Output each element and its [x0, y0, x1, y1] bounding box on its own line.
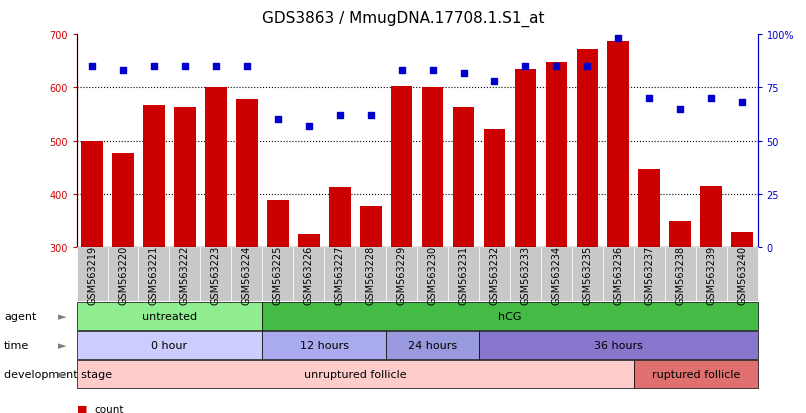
- Point: [272, 117, 285, 123]
- Text: 36 hours: 36 hours: [594, 340, 642, 350]
- Text: GSM563236: GSM563236: [613, 245, 623, 304]
- Point: [333, 113, 346, 119]
- Text: unruptured follicle: unruptured follicle: [304, 369, 406, 379]
- Bar: [205, 88, 226, 248]
- Point: [147, 64, 160, 70]
- Bar: [576, 50, 598, 248]
- Text: GSM563224: GSM563224: [242, 245, 251, 304]
- Text: ■: ■: [77, 412, 87, 413]
- Text: 24 hours: 24 hours: [408, 340, 457, 350]
- Bar: [670, 221, 691, 248]
- Bar: [484, 130, 505, 248]
- Point: [426, 68, 439, 75]
- Text: GSM563238: GSM563238: [675, 245, 685, 304]
- Bar: [391, 87, 413, 248]
- Text: time: time: [4, 340, 29, 350]
- Point: [736, 100, 749, 107]
- Text: GSM563229: GSM563229: [397, 245, 406, 304]
- Point: [210, 64, 222, 70]
- Bar: [453, 108, 475, 248]
- Text: GSM563239: GSM563239: [706, 245, 717, 304]
- Text: ruptured follicle: ruptured follicle: [651, 369, 740, 379]
- Text: ►: ►: [58, 340, 66, 350]
- Text: GSM563222: GSM563222: [180, 245, 190, 304]
- Text: GSM563228: GSM563228: [366, 245, 376, 304]
- Text: GSM563233: GSM563233: [521, 245, 530, 304]
- Text: 12 hours: 12 hours: [300, 340, 349, 350]
- Text: GSM563226: GSM563226: [304, 245, 314, 304]
- Point: [581, 64, 594, 70]
- Point: [85, 64, 98, 70]
- Bar: [422, 88, 443, 248]
- Text: GSM563230: GSM563230: [428, 245, 438, 304]
- Bar: [298, 235, 320, 248]
- Point: [550, 64, 563, 70]
- Text: hCG: hCG: [498, 311, 521, 321]
- Text: GSM563232: GSM563232: [489, 245, 500, 304]
- Text: GDS3863 / MmugDNA.17708.1.S1_at: GDS3863 / MmugDNA.17708.1.S1_at: [262, 10, 544, 26]
- Text: percentile rank within the sample: percentile rank within the sample: [94, 412, 270, 413]
- Text: GSM563225: GSM563225: [272, 245, 283, 304]
- Bar: [143, 105, 164, 248]
- Text: GSM563235: GSM563235: [583, 245, 592, 304]
- Bar: [514, 70, 536, 248]
- Text: GSM563234: GSM563234: [551, 245, 562, 304]
- Text: count: count: [94, 404, 124, 413]
- Point: [519, 64, 532, 70]
- Bar: [700, 187, 722, 248]
- Text: ►: ►: [58, 311, 66, 321]
- Text: GSM563220: GSM563220: [118, 245, 128, 304]
- Bar: [267, 201, 289, 248]
- Text: GSM563219: GSM563219: [87, 245, 97, 304]
- Bar: [638, 170, 660, 248]
- Text: untreated: untreated: [142, 311, 197, 321]
- Point: [643, 96, 656, 102]
- Bar: [236, 100, 258, 248]
- Point: [178, 64, 191, 70]
- Text: GSM563227: GSM563227: [334, 245, 345, 304]
- Bar: [608, 41, 629, 248]
- Bar: [112, 153, 134, 248]
- Text: GSM563240: GSM563240: [737, 245, 747, 304]
- Text: ■: ■: [77, 404, 87, 413]
- Text: GSM563231: GSM563231: [459, 245, 468, 304]
- Point: [612, 36, 625, 43]
- Bar: [731, 233, 753, 248]
- Point: [395, 68, 408, 75]
- Text: GSM563221: GSM563221: [149, 245, 159, 304]
- Bar: [359, 206, 381, 248]
- Bar: [174, 108, 196, 248]
- Bar: [81, 142, 103, 248]
- Text: ►: ►: [58, 369, 66, 379]
- Point: [674, 106, 687, 113]
- Text: GSM563223: GSM563223: [211, 245, 221, 304]
- Text: agent: agent: [4, 311, 36, 321]
- Bar: [329, 188, 351, 248]
- Point: [457, 70, 470, 77]
- Point: [240, 64, 253, 70]
- Text: development stage: development stage: [4, 369, 112, 379]
- Point: [488, 78, 501, 85]
- Text: GSM563237: GSM563237: [644, 245, 654, 304]
- Point: [117, 68, 130, 75]
- Point: [704, 96, 717, 102]
- Bar: [546, 63, 567, 248]
- Point: [364, 113, 377, 119]
- Point: [302, 123, 315, 130]
- Text: 0 hour: 0 hour: [152, 340, 188, 350]
